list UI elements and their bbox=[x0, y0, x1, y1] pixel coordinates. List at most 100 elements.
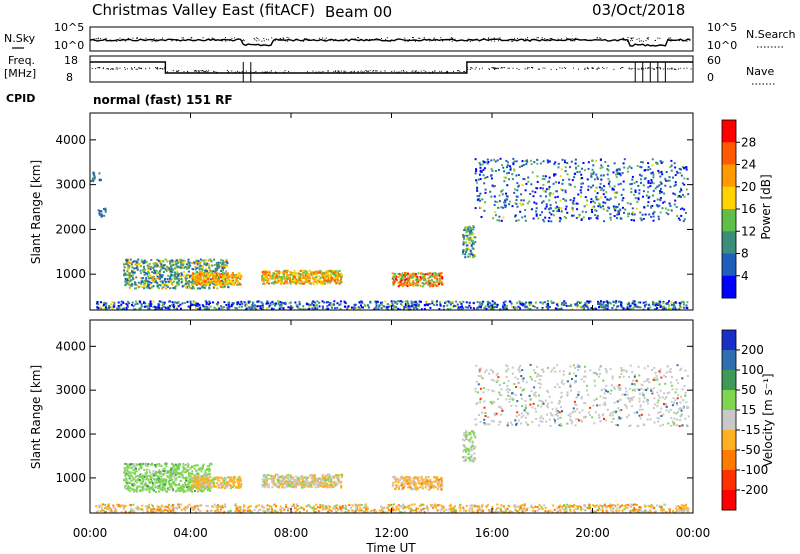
velocity-cell bbox=[323, 507, 326, 510]
power-cell bbox=[595, 198, 598, 201]
nave-point bbox=[205, 71, 207, 73]
power-cell bbox=[152, 305, 155, 308]
power-cell bbox=[578, 213, 581, 216]
power-cell bbox=[653, 302, 656, 305]
power-cell bbox=[620, 302, 623, 305]
velocity-cell bbox=[625, 504, 628, 506]
power-cell bbox=[130, 262, 133, 265]
velocity-cell bbox=[560, 506, 563, 509]
velocity-cell bbox=[316, 506, 319, 509]
power-cell bbox=[549, 204, 552, 207]
noise-search-point bbox=[190, 37, 192, 39]
power-cell bbox=[328, 303, 331, 306]
power-cell bbox=[637, 198, 640, 201]
power-cell bbox=[516, 306, 519, 309]
power-cell bbox=[596, 214, 599, 217]
velocity-cell bbox=[420, 504, 423, 507]
power-cell bbox=[291, 306, 294, 309]
power-cell bbox=[311, 307, 314, 310]
noise-search-point bbox=[433, 37, 435, 39]
power-cell bbox=[603, 185, 606, 188]
power-cell bbox=[473, 255, 476, 258]
velocity-cell bbox=[468, 507, 471, 510]
power-cell bbox=[504, 308, 506, 311]
power-cell bbox=[186, 276, 189, 279]
velocity-cell bbox=[365, 508, 368, 510]
power-cell bbox=[274, 275, 277, 278]
power-cell bbox=[513, 160, 516, 163]
power-cell bbox=[653, 308, 656, 311]
velocity-cell bbox=[603, 504, 606, 507]
power-cell bbox=[126, 305, 129, 308]
velocity-cell bbox=[124, 504, 127, 507]
power-cell bbox=[519, 302, 522, 305]
power-cell bbox=[577, 215, 580, 218]
power-cell bbox=[332, 303, 335, 306]
power-cell bbox=[470, 252, 473, 255]
power-cell bbox=[568, 178, 571, 181]
power-cell bbox=[161, 281, 164, 284]
colorbar-swatch bbox=[722, 142, 736, 165]
nave-point bbox=[363, 71, 365, 73]
power-cell bbox=[233, 274, 236, 277]
nave-point bbox=[333, 71, 335, 73]
power-cell bbox=[522, 203, 525, 206]
power-cell bbox=[602, 301, 605, 304]
power-cell bbox=[305, 278, 308, 281]
power-cell bbox=[423, 283, 426, 286]
power-cell bbox=[323, 275, 326, 278]
noise-search-point bbox=[176, 39, 178, 41]
velocity-cell bbox=[261, 504, 264, 507]
velocity-cell bbox=[610, 505, 613, 508]
power-cell bbox=[223, 279, 226, 282]
noise-search-point bbox=[179, 40, 181, 42]
power-cell bbox=[131, 301, 134, 304]
power-cell bbox=[293, 269, 296, 272]
power-cell bbox=[380, 303, 383, 306]
power-cell bbox=[209, 305, 212, 308]
velocity-cell bbox=[562, 505, 565, 508]
power-cell bbox=[680, 187, 682, 190]
velocity-cell bbox=[600, 504, 603, 507]
noise-search-point bbox=[221, 40, 223, 42]
velocity-cell bbox=[365, 509, 367, 512]
power-cell bbox=[483, 167, 486, 170]
power-cell bbox=[469, 231, 472, 234]
power-cell bbox=[476, 189, 479, 192]
power-cell bbox=[541, 177, 544, 180]
velocity-cell bbox=[235, 508, 238, 511]
noise-search-point bbox=[237, 38, 239, 40]
power-cell bbox=[298, 302, 301, 305]
power-cell bbox=[166, 306, 169, 309]
power-cell bbox=[629, 305, 631, 308]
noise-search-point bbox=[415, 40, 417, 42]
velocity-cell bbox=[296, 504, 299, 507]
power-cell bbox=[140, 280, 143, 283]
velocity-cell bbox=[130, 509, 132, 512]
power-cell bbox=[536, 306, 539, 309]
power-cell bbox=[424, 282, 427, 285]
power-cell bbox=[503, 305, 506, 308]
power-cell bbox=[191, 279, 194, 282]
velocity-cell bbox=[150, 509, 152, 512]
nave-point bbox=[172, 70, 174, 72]
power-cell bbox=[574, 162, 577, 165]
power-cell bbox=[490, 195, 493, 198]
velocity-cell bbox=[394, 509, 397, 512]
power-cell bbox=[331, 272, 334, 275]
power-cell bbox=[327, 279, 330, 282]
power-cell bbox=[481, 198, 484, 201]
power-cell bbox=[640, 161, 643, 163]
power-cell bbox=[570, 160, 573, 163]
plot-title: Christmas Valley East (fitACF) bbox=[92, 1, 315, 19]
nave-point bbox=[587, 68, 589, 70]
power-cell bbox=[517, 219, 520, 222]
power-cell bbox=[541, 307, 544, 309]
power-cell bbox=[472, 233, 475, 236]
power-cell bbox=[286, 270, 289, 272]
power-cell bbox=[410, 301, 413, 303]
power-cell bbox=[404, 272, 407, 274]
power-cell bbox=[463, 241, 466, 243]
nave-point bbox=[336, 71, 338, 73]
power-cell bbox=[563, 300, 566, 303]
